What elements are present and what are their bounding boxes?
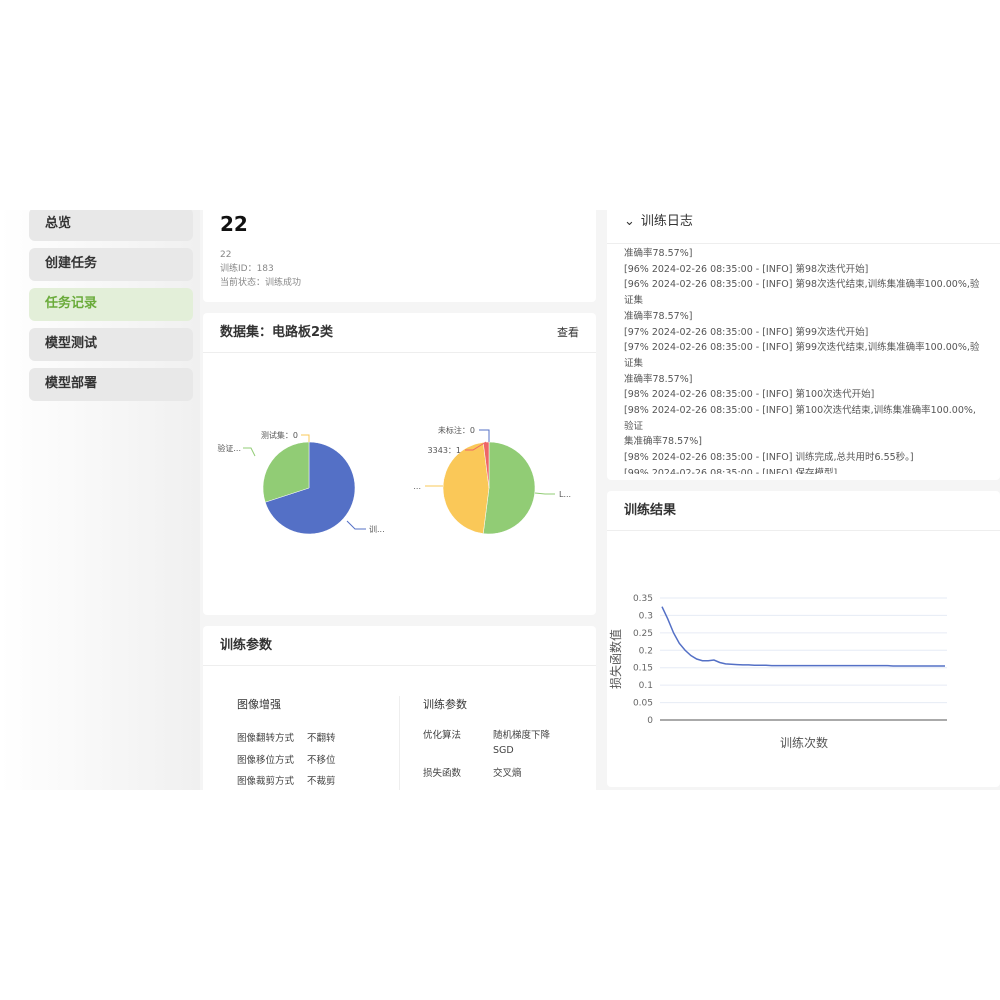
- pie-label: 未标注：0: [438, 425, 475, 435]
- sidebar-item-model-test[interactable]: 模型测试: [29, 328, 193, 361]
- y-tick-label: 0.1: [639, 681, 653, 691]
- y-tick-label: 0.35: [633, 594, 653, 604]
- dataset-card: 数据集：电路板2类 查看 训... 验证... 测试集：0 L...... 3343：1 未…: [203, 313, 596, 615]
- log-line: [98% 2024-02-26 08:35:00 - [INFO] 第100次迭…: [624, 389, 875, 401]
- aug-title: 图像增强: [237, 698, 281, 711]
- log-card: ⌄ 训练日志 准确率78.57%] [96% 2024-02-26 08:35:00…: [607, 210, 1000, 480]
- app: 总览 创建任务 任务记录 模型测试 模型部署 22 22 训练ID：183 当前…: [0, 210, 1000, 790]
- pie-label: 3343：1: [428, 446, 461, 455]
- y-tick-label: 0.15: [633, 664, 653, 674]
- y-tick-label: 0.3: [639, 611, 653, 621]
- result-title: 训练结果: [624, 503, 677, 518]
- param-label: 图像移位方式: [237, 754, 295, 766]
- dataset-title: 数据集：电路板2类: [220, 325, 334, 340]
- train-params-list: 优化算法 随机梯度下降 SGD 损失函数 交叉熵: [423, 728, 550, 789]
- param-label: 优化算法: [423, 730, 462, 741]
- loss-line: [661, 606, 945, 667]
- log-line: 集准确率78.57%]: [624, 436, 702, 448]
- log-line: [97% 2024-02-26 08:35:00 - [INFO] 第99次迭代…: [624, 342, 980, 369]
- log-line: [96% 2024-02-26 08:35:00 - [INFO] 第98次迭代…: [624, 279, 980, 307]
- y-tick-label: 0: [647, 716, 653, 726]
- log-title: 训练日志: [640, 214, 693, 229]
- task-title: 22: [220, 212, 248, 236]
- log-content[interactable]: 准确率78.57%] [96% 2024-02-26 08:35:00 - [IN…: [607, 244, 1000, 474]
- param-label: 图像翻转方式: [237, 733, 295, 744]
- chevron-down-icon[interactable]: ⌄: [624, 214, 635, 229]
- log-line: [99% 2024-02-26 08:35:00 - [INFO] 保存模型]: [624, 467, 838, 474]
- pie-slice: [482, 441, 536, 535]
- pie-slice: [262, 441, 310, 503]
- task-info-card: 22 22 训练ID：183 当前状态：训练成功: [203, 210, 596, 302]
- pie-label: 测试集：0: [261, 430, 298, 440]
- param-value: 不裁剪: [307, 776, 336, 787]
- sidebar-item-model-deploy[interactable]: 模型部署: [29, 368, 193, 401]
- sidebar-item-task-records[interactable]: 任务记录: [29, 288, 193, 321]
- pie-label: 训...: [369, 525, 385, 534]
- y-axis-label: 损失函数值: [608, 629, 623, 689]
- param-value: 不移位: [307, 754, 336, 766]
- sidebar: 总览 创建任务 任务记录 模型测试 模型部署: [0, 210, 200, 790]
- log-line: [98% 2024-02-26 08:35:00 - [INFO] 训练完成,总…: [624, 452, 914, 464]
- log-line: [97% 2024-02-26 08:35:00 - [INFO] 第99次迭代…: [624, 326, 869, 338]
- param-label: 损失函数: [423, 768, 462, 779]
- log-line: 准确率78.57%]: [624, 248, 693, 259]
- pie-label: ...: [413, 482, 421, 491]
- dataset-pies: 训... 验证... 测试集：0 L...... 3343：1 未标注：0: [217, 425, 571, 535]
- pie-label-line: [465, 441, 487, 451]
- aug-row: 图像翻转方式 不翻转: [237, 728, 336, 750]
- pie-label-line: [243, 447, 256, 457]
- aug-row: 图像裁剪方式 不裁剪: [237, 771, 336, 790]
- params-card: 训练参数 图像增强 训练参数 图像翻转方式 不翻转图像移位方式 不移位图像裁剪方式 不…: [203, 626, 596, 790]
- x-axis-label: 训练次数: [780, 735, 828, 750]
- log-line: [98% 2024-02-26 08:35:00 - [INFO] 第100次迭…: [624, 405, 976, 432]
- train-param-row: 损失函数 交叉熵: [423, 766, 550, 781]
- loss-chart: 0 0.05 0.1 0.15 0.2 0.25 0.3 0.35 训练次数 损失函数值: [608, 594, 947, 750]
- pie-slice: [264, 441, 356, 535]
- log-line: [96% 2024-02-26 08:35:00 - [INFO] 第98次迭代…: [624, 263, 869, 275]
- y-tick-label: 0.2: [639, 646, 653, 656]
- task-status: 当前状态：训练成功: [220, 278, 302, 288]
- sidebar-item-overview[interactable]: 总览: [29, 210, 193, 241]
- pie-slice: [442, 442, 490, 534]
- task-id: 训练ID：183: [220, 264, 274, 274]
- task-name: 22: [220, 250, 232, 260]
- view-button[interactable]: 查看: [557, 326, 579, 339]
- y-tick-label: 0.05: [633, 699, 653, 709]
- train-param-row: 优化算法 随机梯度下降 SGD: [423, 728, 550, 758]
- log-line: 准确率78.57%]: [624, 373, 693, 385]
- params-divider: [399, 696, 400, 790]
- params-title: 训练参数: [220, 638, 273, 653]
- aug-list: 图像翻转方式 不翻转图像移位方式 不移位图像裁剪方式 不裁剪: [237, 728, 336, 790]
- param-value: 随机梯度下降 SGD: [493, 730, 551, 756]
- aug-row: 图像移位方式 不移位: [237, 750, 336, 772]
- sidebar-item-create-task[interactable]: 创建任务: [29, 248, 193, 281]
- param-value: 交叉熵: [493, 768, 522, 779]
- pie-label-line: [534, 492, 555, 495]
- train-params-title: 训练参数: [423, 698, 467, 711]
- pie-label: L...: [559, 490, 571, 499]
- pie-label-line: [301, 434, 310, 442]
- param-value: 不翻转: [307, 733, 336, 744]
- pie-label-line: [346, 520, 366, 530]
- y-tick-label: 0.25: [633, 629, 653, 639]
- param-label: 图像裁剪方式: [237, 776, 295, 787]
- pie-label: 验证...: [217, 443, 241, 453]
- result-card: 训练结果 0 0.05 0.1 0.15 0.2 0.25 0.3 0.35 训练次数 损失函数值: [607, 491, 1000, 787]
- log-line: 准确率78.57%]: [624, 310, 693, 322]
- pie-label-line: [479, 429, 490, 442]
